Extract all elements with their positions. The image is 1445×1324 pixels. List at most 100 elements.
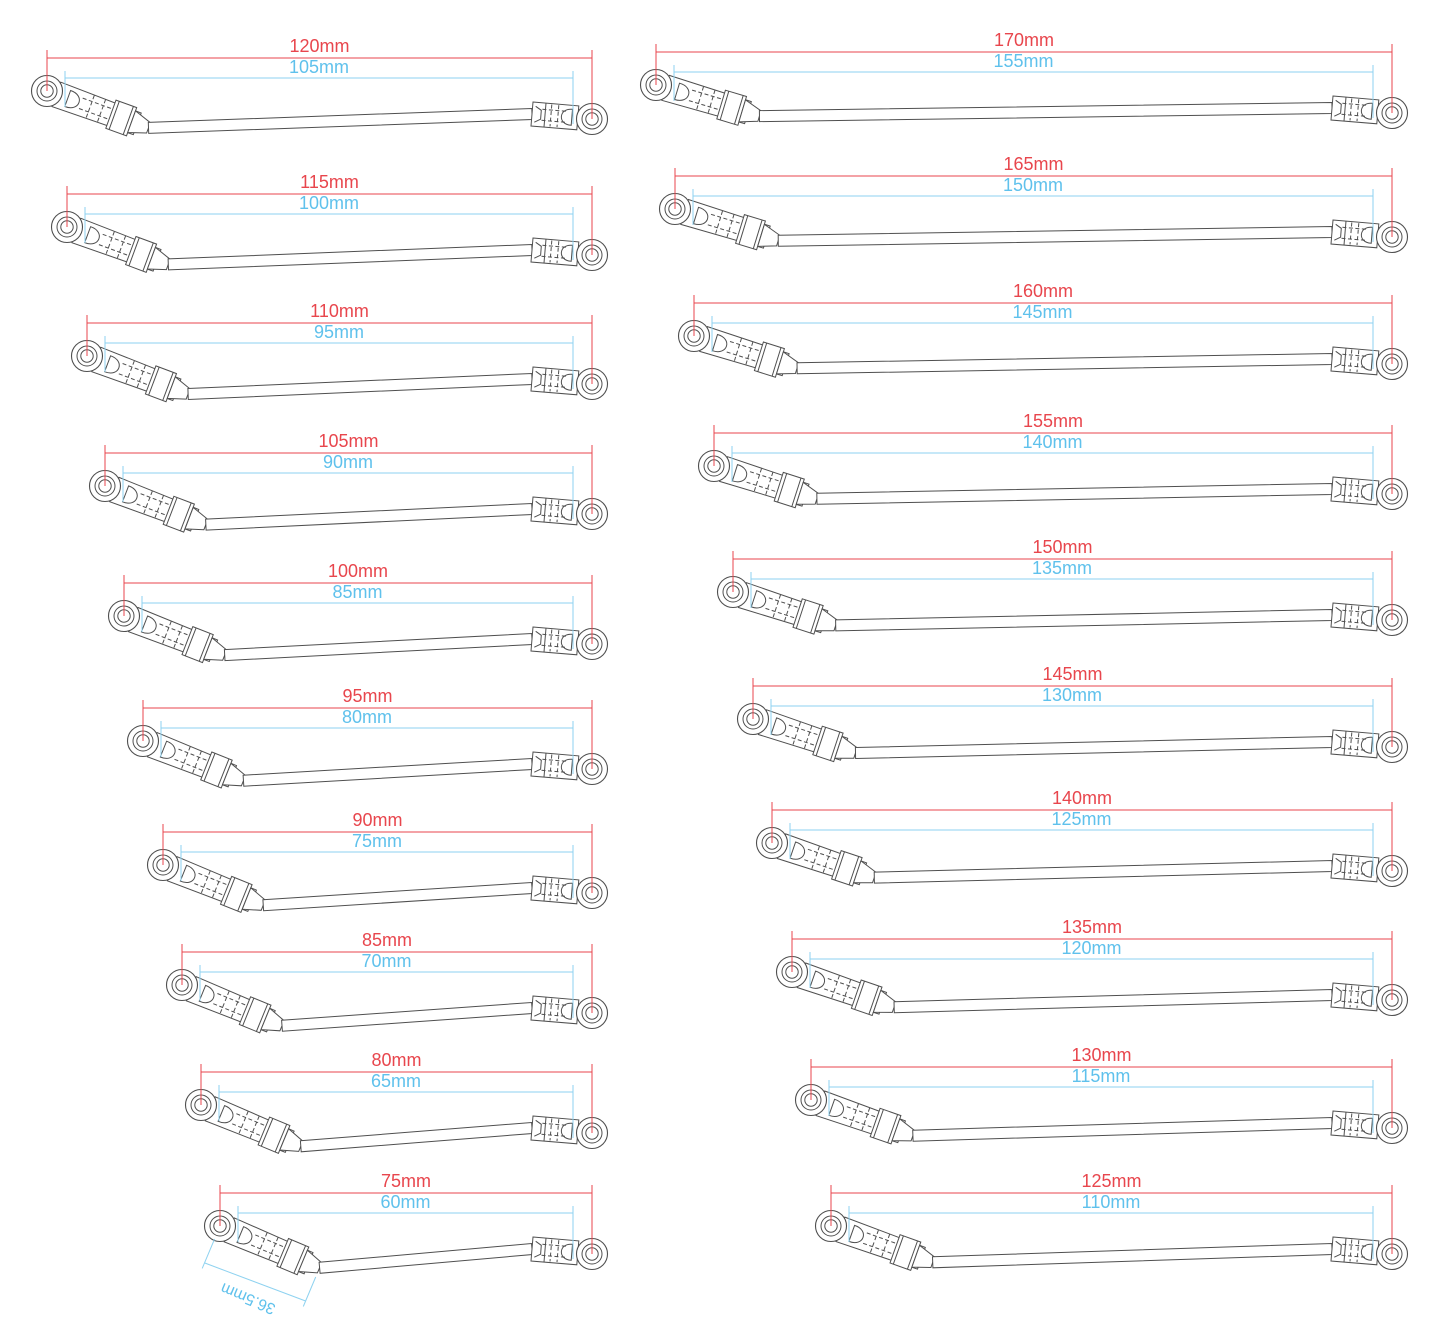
inner-dimension: 105mm bbox=[64, 57, 574, 124]
outer-dimension: 135mm bbox=[791, 917, 1393, 1000]
outer-dimension: 140mm bbox=[771, 788, 1393, 871]
rod-drawing bbox=[716, 575, 1409, 637]
rod-drawing bbox=[146, 848, 609, 914]
outer-dimension: 75mm bbox=[219, 1171, 593, 1254]
inner-dimension: 120mm bbox=[809, 938, 1374, 1005]
outer-dimension-label: 140mm bbox=[1052, 788, 1112, 808]
outer-dimension: 170mm bbox=[655, 30, 1393, 113]
outer-dimension: 160mm bbox=[693, 281, 1393, 364]
rod-drawing bbox=[50, 210, 609, 273]
rod-drawing bbox=[775, 955, 1409, 1017]
rod-drawing: 36.5mm bbox=[201, 1209, 609, 1317]
outer-dimension: 105mm bbox=[104, 431, 593, 514]
outer-dimension: 90mm bbox=[162, 810, 593, 893]
rod-drawing bbox=[794, 1083, 1409, 1145]
inner-dimension-label: 130mm bbox=[1042, 685, 1102, 705]
outer-dimension-label: 80mm bbox=[371, 1050, 421, 1070]
inner-dimension-label: 85mm bbox=[332, 582, 382, 602]
inner-dimension-label: 65mm bbox=[371, 1071, 421, 1091]
rod-drawing bbox=[126, 724, 609, 789]
rod-drawing bbox=[658, 192, 1409, 254]
inner-dimension: 85mm bbox=[141, 582, 574, 649]
inner-dimension: 65mm bbox=[218, 1071, 574, 1138]
inner-dimension: 155mm bbox=[673, 51, 1374, 118]
outer-dimension-label: 105mm bbox=[318, 431, 378, 451]
outer-dimension-label: 135mm bbox=[1062, 917, 1122, 937]
inner-dimension-label: 60mm bbox=[380, 1192, 430, 1212]
outer-dimension-label: 155mm bbox=[1023, 411, 1083, 431]
outer-dimension-label: 90mm bbox=[352, 810, 402, 830]
inner-dimension-label: 150mm bbox=[1003, 175, 1063, 195]
inner-dimension-label: 140mm bbox=[1022, 432, 1082, 452]
inner-dimension-label: 90mm bbox=[323, 452, 373, 472]
inner-dimension: 75mm bbox=[180, 831, 574, 898]
inner-dimension-label: 120mm bbox=[1061, 938, 1121, 958]
outer-dimension: 155mm bbox=[713, 411, 1393, 494]
inner-dimension-label: 115mm bbox=[1072, 1066, 1131, 1086]
outer-dimension-label: 75mm bbox=[381, 1171, 431, 1191]
outer-dimension-label: 95mm bbox=[342, 686, 392, 706]
rod-drawing bbox=[677, 319, 1409, 381]
inner-dimension-label: 95mm bbox=[314, 322, 364, 342]
inner-dimension: 80mm bbox=[160, 707, 574, 774]
outer-dimension: 130mm bbox=[810, 1045, 1393, 1128]
outer-dimension-label: 150mm bbox=[1032, 537, 1092, 557]
outer-dimension: 95mm bbox=[142, 686, 593, 769]
inner-dimension-label: 155mm bbox=[993, 51, 1053, 71]
rod-drawing bbox=[88, 469, 609, 533]
inner-dimension-label: 70mm bbox=[361, 951, 411, 971]
outer-dimension: 80mm bbox=[200, 1050, 593, 1133]
rod-drawing bbox=[697, 449, 1409, 511]
outer-dimension: 120mm bbox=[46, 36, 593, 119]
outer-dimension: 145mm bbox=[752, 664, 1393, 747]
rod-drawing bbox=[107, 599, 609, 664]
outer-dimension-label: 170mm bbox=[994, 30, 1054, 50]
outer-dimension: 115mm bbox=[66, 172, 593, 255]
inner-dimension: 150mm bbox=[692, 175, 1374, 242]
rod-drawing bbox=[755, 826, 1409, 888]
inner-dimension-label: 75mm bbox=[352, 831, 402, 851]
outer-dimension: 110mm bbox=[86, 301, 593, 384]
inner-dimension: 135mm bbox=[750, 558, 1374, 625]
outer-dimension-label: 110mm bbox=[310, 301, 369, 321]
outer-dimension-label: 125mm bbox=[1081, 1171, 1141, 1191]
inner-dimension: 60mm bbox=[237, 1192, 574, 1259]
rod-drawing bbox=[736, 702, 1409, 764]
inner-dimension: 100mm bbox=[84, 193, 574, 260]
outer-dimension-label: 165mm bbox=[1003, 154, 1063, 174]
inner-dimension: 140mm bbox=[731, 432, 1374, 499]
outer-dimension-label: 160mm bbox=[1013, 281, 1073, 301]
inner-dimension: 90mm bbox=[122, 452, 574, 519]
outer-dimension-label: 115mm bbox=[300, 172, 359, 192]
outer-dimension: 125mm bbox=[830, 1171, 1393, 1254]
inner-dimension: 95mm bbox=[104, 322, 574, 389]
link-dimension-label: 36.5mm bbox=[218, 1279, 278, 1317]
outer-dimension: 100mm bbox=[123, 561, 593, 644]
rod-drawing bbox=[165, 968, 609, 1034]
inner-dimension-label: 135mm bbox=[1032, 558, 1092, 578]
outer-dimension-label: 85mm bbox=[362, 930, 412, 950]
inner-dimension: 110mm bbox=[848, 1192, 1374, 1259]
inner-dimension: 70mm bbox=[199, 951, 574, 1018]
inner-dimension-label: 80mm bbox=[342, 707, 392, 727]
rod-drawing bbox=[30, 74, 609, 137]
inner-dimension: 115mm bbox=[828, 1066, 1374, 1133]
